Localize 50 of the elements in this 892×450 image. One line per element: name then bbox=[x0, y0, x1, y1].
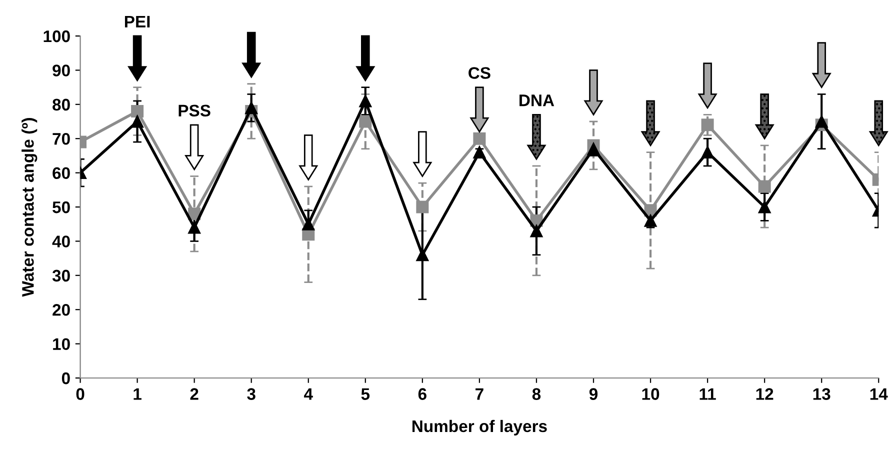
y-tick-label: 30 bbox=[52, 270, 70, 282]
point bbox=[815, 115, 828, 128]
point bbox=[701, 146, 714, 159]
y-tick-label: 0 bbox=[62, 372, 70, 384]
x-tick-label: 11 bbox=[700, 388, 716, 400]
x-tick-label: 8 bbox=[532, 388, 541, 400]
point bbox=[530, 224, 543, 238]
point bbox=[758, 200, 771, 214]
point bbox=[302, 218, 315, 230]
x-tick-label: 6 bbox=[418, 388, 426, 400]
point bbox=[131, 104, 144, 118]
point bbox=[587, 142, 600, 156]
y-axis-title: Water contact angle (º) bbox=[22, 118, 38, 297]
x-tick-label: 2 bbox=[190, 388, 198, 400]
x-tick-label: 5 bbox=[361, 388, 370, 400]
y-tick-label: 50 bbox=[52, 201, 70, 214]
x-tick-label: 1 bbox=[134, 388, 142, 400]
y-tick-label: 20 bbox=[52, 304, 70, 316]
point bbox=[758, 180, 771, 193]
x-tick-label: 0 bbox=[76, 388, 84, 400]
y-tick-label: 60 bbox=[52, 167, 70, 180]
y-tick-label: 70 bbox=[52, 133, 70, 145]
x-tick-label: 13 bbox=[813, 388, 830, 400]
point bbox=[416, 200, 429, 214]
point bbox=[188, 221, 201, 234]
point bbox=[245, 102, 258, 114]
y-tick-label: 10 bbox=[53, 338, 70, 350]
x-axis-title: Number of layers bbox=[412, 420, 547, 436]
x-tick-label: 10 bbox=[642, 388, 660, 400]
point bbox=[359, 94, 372, 108]
x-tick-label: 7 bbox=[476, 388, 484, 400]
point bbox=[473, 146, 486, 159]
point bbox=[473, 132, 486, 145]
x-tick-label: 9 bbox=[589, 388, 598, 400]
annotation: DNA bbox=[520, 94, 554, 106]
y-tick-label: 40 bbox=[52, 236, 70, 248]
x-tick-label: 14 bbox=[870, 388, 888, 400]
x-tick-label: 12 bbox=[756, 388, 774, 400]
text: PEI bbox=[124, 16, 150, 28]
annotation: PSS bbox=[178, 104, 210, 116]
x-tick-label: 4 bbox=[304, 388, 313, 400]
point bbox=[131, 115, 144, 128]
annotation: CS bbox=[468, 67, 490, 79]
y-tick-label: 80 bbox=[52, 98, 70, 111]
point bbox=[701, 118, 714, 132]
x-tick-label: 3 bbox=[247, 388, 256, 400]
y-tick-label: 100 bbox=[44, 30, 70, 42]
point bbox=[416, 248, 429, 262]
y-tick-label: 90 bbox=[52, 64, 70, 76]
point bbox=[359, 115, 372, 128]
